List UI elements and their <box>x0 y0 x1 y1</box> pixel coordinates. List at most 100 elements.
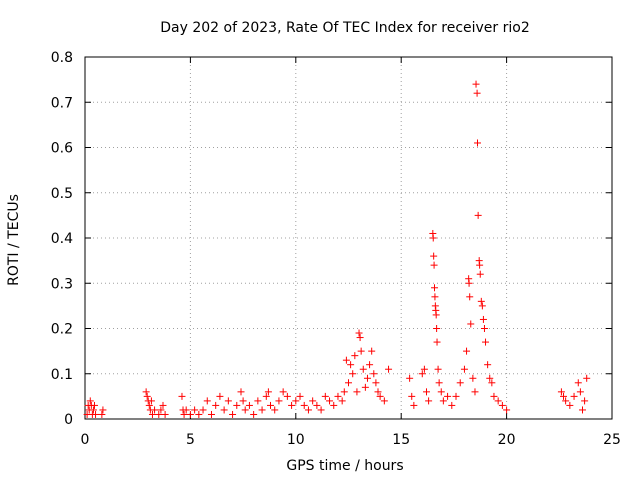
data-point <box>351 352 359 360</box>
data-point <box>474 211 482 219</box>
tick-labels: 0 5 10 15 20 25 0 0.1 0.2 0.3 0.4 0.5 0.6 0.7 0.8 <box>51 50 621 448</box>
data-point <box>460 365 468 373</box>
data-point <box>326 397 334 405</box>
data-point <box>408 392 416 400</box>
data-point <box>355 329 363 337</box>
data-point <box>471 388 479 396</box>
data-point <box>570 392 578 400</box>
data-point <box>486 374 494 382</box>
data-point <box>456 379 464 387</box>
data-point <box>342 356 350 364</box>
data-point <box>258 406 266 414</box>
data-point <box>477 297 485 305</box>
data-point <box>430 252 438 260</box>
data-point <box>482 338 490 346</box>
data-point <box>90 401 98 409</box>
data-point <box>498 401 506 409</box>
data-point <box>448 401 456 409</box>
data-point <box>309 397 317 405</box>
y-tick-label: 0.5 <box>51 186 73 202</box>
data-point <box>366 361 374 369</box>
y-tick-label: 0.7 <box>51 95 73 111</box>
data-point <box>410 401 418 409</box>
data-point <box>385 365 393 373</box>
data-point <box>466 293 474 301</box>
x-tick-label: 5 <box>186 432 195 448</box>
axis-ticks <box>84 56 613 420</box>
data-point <box>203 397 211 405</box>
y-tick-label: 0 <box>64 412 73 428</box>
data-point <box>338 397 346 405</box>
data-point <box>494 397 502 405</box>
data-point <box>370 370 378 378</box>
data-point <box>361 383 369 391</box>
data-point <box>490 392 498 400</box>
data-point <box>439 397 447 405</box>
data-point <box>296 392 304 400</box>
data-point <box>432 311 440 319</box>
data-point <box>376 392 384 400</box>
data-point <box>321 392 329 400</box>
data-point <box>430 261 438 269</box>
data-point <box>212 401 220 409</box>
data-point <box>279 388 287 396</box>
data-point <box>99 406 107 414</box>
y-tick-label: 0.8 <box>51 50 73 66</box>
data-point <box>557 388 565 396</box>
data-point <box>86 397 94 405</box>
data-point <box>161 410 169 418</box>
data-point <box>503 406 511 414</box>
x-tick-label: 10 <box>287 432 305 448</box>
data-point <box>476 261 484 269</box>
y-tick-label: 0.6 <box>51 141 73 157</box>
data-point <box>262 392 270 400</box>
data-point <box>317 406 325 414</box>
data-point <box>431 284 439 292</box>
data-point <box>435 379 443 387</box>
data-point <box>186 410 194 418</box>
data-point <box>434 365 442 373</box>
data-point <box>359 365 367 373</box>
grid-lines <box>85 57 612 419</box>
data-point <box>465 279 473 287</box>
data-point <box>476 270 484 278</box>
data-point <box>98 410 106 418</box>
data-point <box>233 401 241 409</box>
data-point <box>374 388 382 396</box>
data-point <box>463 347 471 355</box>
data-point <box>452 392 460 400</box>
data-point <box>250 410 258 418</box>
data-point <box>241 406 249 414</box>
data-point <box>229 410 237 418</box>
data-point <box>271 406 279 414</box>
data-point <box>300 401 308 409</box>
data-point <box>267 401 275 409</box>
data-point <box>581 397 589 405</box>
data-point <box>288 401 296 409</box>
data-point <box>89 406 97 414</box>
data-point <box>472 80 480 88</box>
data-point <box>330 401 338 409</box>
data-point <box>264 388 272 396</box>
chart-title: Day 202 of 2023, Rate Of TEC Index for r… <box>160 20 530 36</box>
data-point <box>473 89 481 97</box>
data-point <box>431 293 439 301</box>
data-point <box>478 302 486 310</box>
data-point <box>357 347 365 355</box>
data-point <box>488 379 496 387</box>
data-point <box>224 397 232 405</box>
data-point <box>143 392 151 400</box>
data-point <box>191 406 199 414</box>
data-point <box>237 388 245 396</box>
data-point <box>480 325 488 332</box>
data-point <box>345 379 352 387</box>
data-point <box>180 410 188 418</box>
data-point <box>429 234 437 242</box>
data-point <box>433 325 441 332</box>
data-point <box>444 392 452 400</box>
x-tick-label: 15 <box>392 432 410 448</box>
data-point <box>220 406 228 414</box>
data-point <box>353 388 361 396</box>
data-point <box>425 397 433 405</box>
data-point <box>334 392 342 400</box>
